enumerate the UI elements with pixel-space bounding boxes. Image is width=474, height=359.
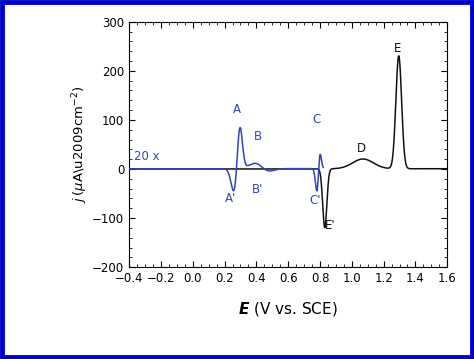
Text: E: E — [393, 42, 401, 55]
Text: A: A — [233, 103, 240, 116]
Text: 20 x: 20 x — [134, 150, 160, 163]
Text: $\bfit{E}$ (V vs. SCE): $\bfit{E}$ (V vs. SCE) — [238, 300, 338, 318]
Text: A': A' — [225, 192, 236, 205]
Text: C': C' — [310, 194, 321, 207]
Text: C: C — [312, 113, 320, 126]
Text: B': B' — [252, 183, 263, 196]
Text: E': E' — [325, 219, 336, 232]
Text: B: B — [254, 130, 262, 143]
Text: D: D — [357, 142, 366, 155]
Text: $j$ ($\mu$A\u2009cm$^{-2}$): $j$ ($\mu$A\u2009cm$^{-2}$) — [70, 86, 90, 203]
